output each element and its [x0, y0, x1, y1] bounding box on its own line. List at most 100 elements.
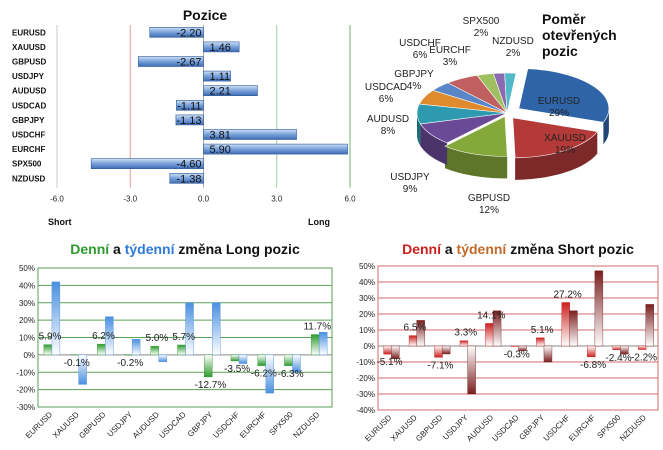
daily-bar [43, 344, 53, 356]
y-tick-label: -30% [16, 403, 35, 412]
category-label: SPX500 [12, 160, 42, 169]
category-label: EURCHF [567, 413, 597, 443]
weekly-bar [620, 345, 629, 355]
weekly-bar [78, 354, 87, 385]
chart-title-line: Poměr [542, 11, 586, 27]
long-change-chart: Denní a týdenní změna Long pozic 50% 40% 30… [16, 241, 333, 440]
y-tick-label: 50% [359, 262, 375, 271]
daily-value-label: 6.2% [92, 331, 115, 342]
y-tick-label: 30% [19, 299, 35, 308]
category-label: USDJPY [12, 72, 45, 81]
daily-value-label: -12.7% [195, 380, 227, 391]
bar-value-label: -1.11 [177, 100, 201, 112]
daily-value-label: -5.1% [376, 357, 402, 368]
daily-bar [637, 345, 647, 350]
daily-bar [536, 337, 545, 347]
long-label: Long [308, 217, 330, 227]
weekly-bar [467, 345, 476, 395]
bar-value-label: 1.46 [210, 42, 231, 54]
position-bar [203, 41, 240, 53]
weekly-bar [569, 310, 578, 347]
category-label: XAUUSD [12, 43, 46, 52]
category-label: EURUSD [24, 410, 54, 440]
bar-value-label: 3.81 [210, 130, 231, 142]
pie-slice [504, 72, 517, 114]
category-label: USDCAD [12, 101, 46, 110]
category-label: GBPUSD [77, 410, 107, 440]
daily-bar [177, 344, 186, 356]
y-tick-label: 40% [19, 281, 35, 290]
daily-value-label: 3.3% [454, 328, 477, 339]
weekly-bar [265, 354, 274, 394]
pie-slice-percent: 2% [506, 48, 521, 59]
category-label: GBPJPY [12, 116, 45, 125]
daily-value-label: -6.3% [278, 369, 304, 380]
category-label: EURUSD [363, 413, 393, 443]
position-bar [176, 100, 204, 111]
y-tick-label: 10% [359, 326, 375, 335]
daily-bar [485, 323, 494, 347]
pie-slice-side [603, 108, 609, 145]
x-tick-label: 0.0 [198, 195, 210, 204]
pie-slice [512, 117, 598, 159]
category-label: GBPJPY [186, 410, 215, 439]
pie-slice-name: SPX500 [463, 16, 500, 27]
short-change-chart: Denní a týdenní změna Short pozic 50% 40% 3… [356, 241, 659, 443]
pie-slice-percent: 6% [379, 94, 394, 105]
daily-value-label: -6.8% [580, 360, 606, 371]
daily-value-label: 5.9% [39, 332, 62, 343]
pie-slice-name: GBPJPY [394, 69, 434, 80]
daily-bar [612, 345, 621, 351]
daily-bar [408, 335, 418, 347]
position-bar [149, 26, 204, 38]
bar-value-label: -2.20 [176, 27, 201, 39]
category-label: GBPUSD [12, 58, 46, 67]
position-bar [203, 70, 231, 82]
category-label: GBPUSD [414, 413, 444, 443]
weekly-bar [391, 345, 400, 360]
y-tick-label: -20% [356, 374, 375, 383]
daily-value-label: -0.1% [64, 358, 90, 369]
category-label: USDCHF [542, 413, 572, 443]
position-bar [138, 56, 204, 67]
weekly-bar [441, 345, 451, 355]
category-label: USDCAD [490, 413, 520, 443]
daily-bar [150, 345, 159, 356]
daily-bar [561, 302, 570, 347]
weekly-bar [212, 302, 221, 356]
y-tick-label: -20% [16, 386, 35, 395]
position-bar [90, 158, 204, 169]
daily-bar [310, 334, 320, 356]
bar-value-label: 1.11 [210, 71, 231, 83]
category-label: NZDUSD [291, 410, 321, 440]
pie-slice-name: AUDUSD [367, 114, 409, 125]
x-tick-label: -6.0 [50, 195, 64, 204]
daily-bar [257, 354, 266, 366]
daily-value-label: 14.1% [477, 310, 505, 321]
daily-bar [587, 345, 596, 358]
category-label: XAUUSD [51, 410, 81, 440]
category-label: AUDUSD [465, 413, 495, 443]
pie-slice-side [515, 131, 598, 180]
y-tick-label: 10% [19, 334, 35, 343]
daily-bar [383, 345, 392, 355]
y-tick-label: -10% [356, 358, 375, 367]
daily-value-label: -3.5% [224, 364, 250, 375]
daily-value-label: 5.0% [146, 333, 169, 344]
position-bar [175, 114, 204, 126]
pie-slice-percent: 9% [403, 184, 418, 195]
pie-slice-side [417, 113, 421, 146]
category-label: EURCHF [238, 410, 268, 440]
pie-slice-percent: 29% [549, 108, 569, 119]
category-label: USDCAD [157, 410, 187, 440]
daily-bar [459, 340, 469, 347]
position-bar [203, 143, 348, 155]
pie-slice-name: USDJPY [390, 172, 430, 183]
daily-value-label: -0.2% [117, 358, 143, 369]
position-bar [203, 85, 258, 96]
pie-slice-name: EURUSD [538, 96, 580, 107]
positions-chart: Pozice -6.0 -3.0 0.0 3.0 6.0 EURUSD -2.20 XAUUSD… [12, 7, 356, 227]
pie-slice [518, 68, 610, 123]
daily-value-label: 5.1% [531, 325, 554, 336]
y-tick-label: 20% [359, 310, 375, 319]
